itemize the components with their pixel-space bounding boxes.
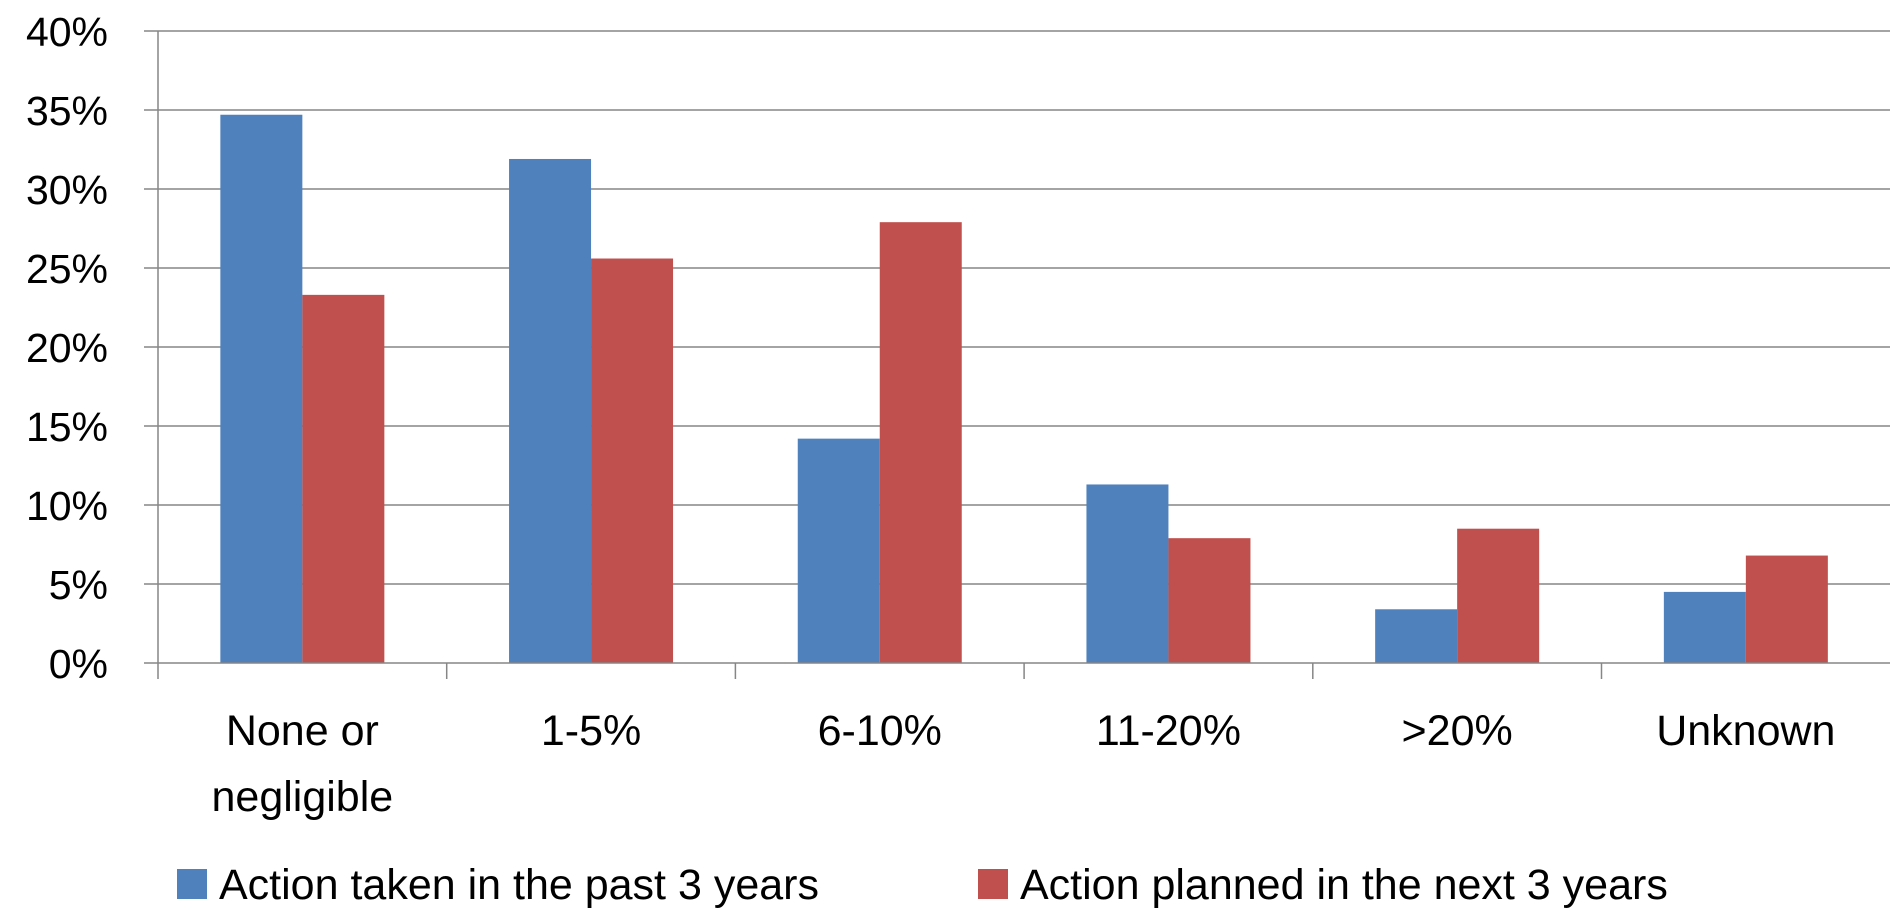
y-tick-labels: 0% 5% 10% 15% 20% 25% 30% 35% 40% — [26, 9, 108, 687]
bar-series-0-cat-5 — [1663, 591, 1746, 663]
bar-series-0-cat-3 — [1086, 484, 1169, 663]
bar-series-1-cat-3 — [1168, 538, 1251, 663]
x-tick-label: 11-20% — [1096, 707, 1241, 755]
legend-label-0: Action taken in the past 3 years — [219, 861, 819, 908]
x-tick-label: 6-10% — [818, 707, 942, 755]
bar-series-1-cat-0 — [302, 294, 385, 663]
bar-series-1-cat-5 — [1745, 555, 1828, 663]
legend-swatch-0 — [177, 869, 207, 899]
bar-series-0-cat-0 — [220, 114, 303, 664]
bar-series-1-cat-1 — [591, 258, 674, 663]
y-tick-label: 35% — [26, 88, 108, 134]
x-tick-label: 1-5% — [541, 707, 641, 755]
legend-swatch-1 — [978, 869, 1008, 899]
bar-series-0-cat-4 — [1375, 609, 1458, 663]
y-tick-label: 20% — [26, 325, 108, 371]
y-tick-label: 0% — [49, 641, 108, 687]
y-tick-label: 30% — [26, 167, 108, 213]
legend: Action taken in the past 3 years Action p… — [177, 861, 1668, 909]
legend-label-1: Action planned in the next 3 years — [1020, 861, 1668, 908]
bar-series-1-cat-2 — [879, 222, 962, 663]
bar-series-0-cat-1 — [509, 158, 592, 664]
y-tick-label: 15% — [26, 404, 108, 450]
x-tick-label: Unknown — [1656, 707, 1835, 755]
gridlines — [158, 30, 1890, 585]
x-tick-label: negligible — [211, 773, 393, 821]
x-tick-labels: None or negligible 1-5% 6-10% 11-20% >20% Unkn… — [211, 707, 1835, 821]
bar-series-1-cat-4 — [1457, 528, 1540, 663]
x-tick-label: >20% — [1402, 707, 1513, 755]
y-tick-label: 5% — [49, 562, 108, 608]
x-tick-label: None or — [226, 707, 379, 755]
bars — [220, 114, 1828, 664]
axes — [144, 30, 1890, 679]
y-tick-label: 10% — [26, 483, 108, 529]
bar-series-0-cat-2 — [797, 438, 880, 663]
y-tick-label: 40% — [26, 9, 108, 55]
y-tick-label: 25% — [26, 246, 108, 292]
